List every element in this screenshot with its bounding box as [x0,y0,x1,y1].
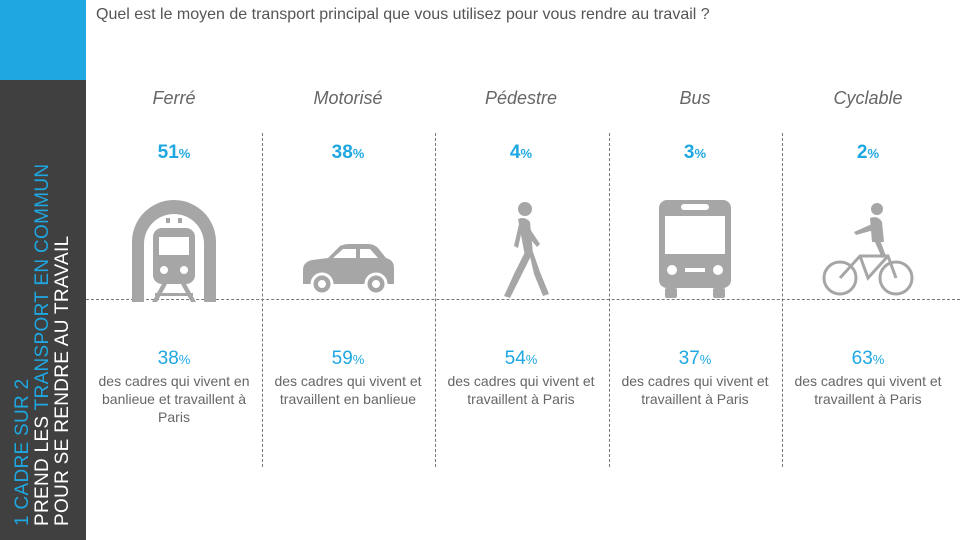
mode-share: 38% [262,142,434,164]
mode-name: Pédestre [484,88,558,108]
headline-line-3: POUR SE RENDRE AU TRAVAIL [52,235,73,526]
percent-sign: % [178,352,191,367]
mode-name: Cyclable [833,88,903,108]
mode-stat-description: des cadres qui vivent et travaillent à P… [794,373,942,407]
metro-icon [132,200,216,302]
mode-column-motorise: Motorisé 38% 59% des cadres qui vivent e… [262,80,434,470]
percent-sign: % [525,352,538,367]
mode-column-bus: Bus 3% 37% des cadres qui vivent et trav… [609,80,781,470]
column-divider [262,133,263,467]
percent-sign: % [699,352,712,367]
mode-share: 51% [88,142,260,164]
pedestrian-icon [504,202,549,298]
mode-column-pedestre: Pédestre 4% 54% des cadres qui vivent et… [435,80,607,470]
mode-stat-description: des cadres qui vivent et travaillent à P… [621,373,769,407]
headline-line-2-start: PREND LES [32,410,53,526]
percent-sign: % [694,146,707,161]
mode-name: Ferré [152,88,196,108]
sidebar-accent-block [0,0,86,80]
mode-stat-value: 37 [678,348,700,369]
mode-stat: 38% [88,348,260,370]
column-divider [435,133,436,467]
percent-sign: % [872,352,885,367]
mode-share-value: 4 [509,142,521,163]
mode-stat: 37% [609,348,781,370]
percent-sign: % [867,146,880,161]
mode-stat-value: 38 [157,348,179,369]
bus-icon [659,200,731,298]
mode-share-value: 38 [331,142,353,163]
percent-sign: % [352,146,365,161]
bicycle-icon [822,203,914,296]
percent-sign: % [178,146,191,161]
mode-name: Bus [679,88,711,108]
sidebar-panel [0,80,86,540]
horizontal-divider [86,299,960,300]
mode-name: Motorisé [313,88,383,108]
mode-stat-value: 63 [851,348,873,369]
percent-sign: % [352,352,365,367]
mode-share-value: 51 [157,142,179,163]
sidebar-headline: 1 CADRE SUR 2 PREND LES TRANSPORT EN COM… [0,80,86,540]
mode-share-value: 3 [683,142,695,163]
mode-share-value: 2 [856,142,868,163]
mode-stat-description: des cadres qui vivent et travaillent à P… [447,373,595,407]
headline-line-2: PREND LES TRANSPORT EN COMMUN [32,80,53,526]
mode-stat-value: 59 [331,348,353,369]
mode-stat: 63% [782,348,954,370]
mode-stat: 59% [262,348,434,370]
mode-share: 4% [435,142,607,164]
headline-line-1: 1 CADRE SUR 2 [12,378,33,527]
mode-stat: 54% [435,348,607,370]
mode-share: 3% [609,142,781,164]
column-divider [782,133,783,467]
mode-stat-description: des cadres qui vivent et travaillent en … [274,373,422,407]
question-title: Quel est le moyen de transport principal… [96,6,710,23]
mode-share: 2% [782,142,954,164]
mode-stat-value: 54 [504,348,526,369]
mode-column-ferre: Ferré 51% 38% des cadres qui vivent en b… [88,80,260,470]
mode-stat-description: des cadres qui vivent en banlieue et tra… [98,373,250,425]
headline-line-2-highlight: TRANSPORT EN COMMUN [32,163,53,411]
car-icon [303,244,394,296]
column-divider [609,133,610,467]
mode-column-cyclable: Cyclable 2% 63% des cadres qui vivent et… [782,80,954,470]
percent-sign: % [520,146,533,161]
